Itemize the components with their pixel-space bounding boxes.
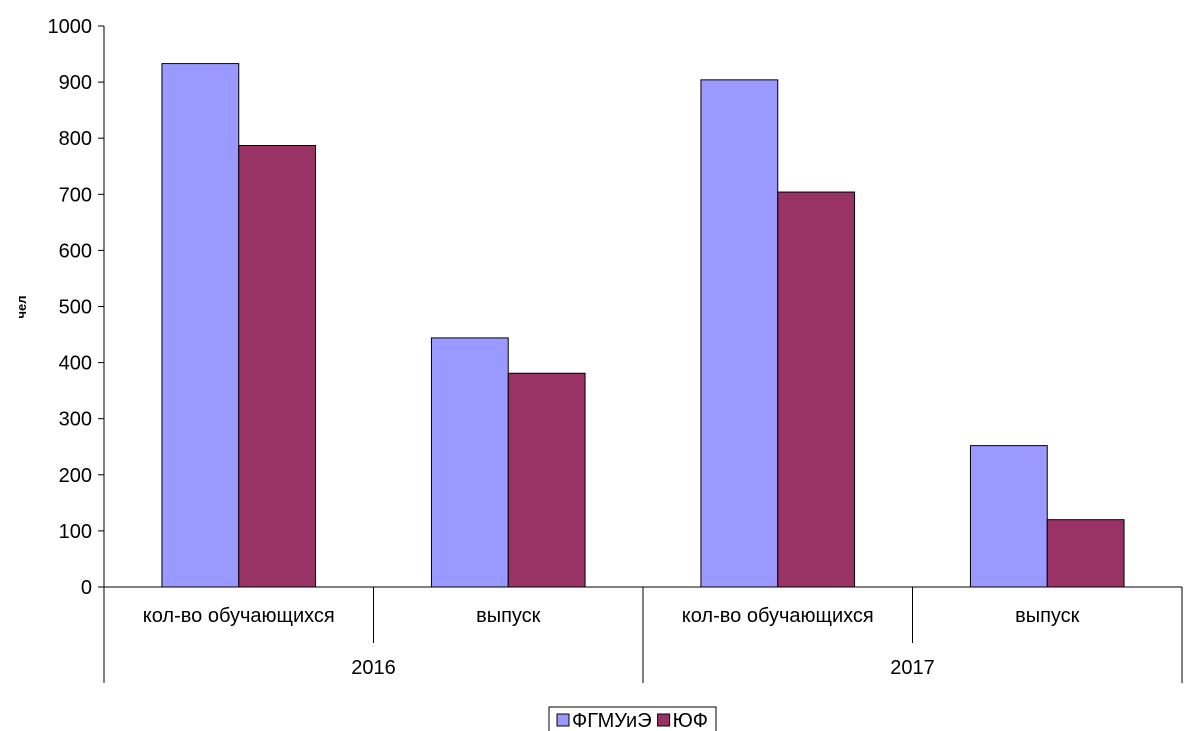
legend-swatch	[657, 713, 671, 727]
x-axis: кол-во обучающихся выпуск кол-во обучающих…	[103, 586, 1183, 683]
y-tick-label: 1000	[48, 16, 93, 38]
y-tick-label: 700	[59, 184, 92, 206]
y-tick-label: 200	[59, 465, 92, 487]
x-category-label: кол-во обучающихся	[682, 605, 874, 627]
x-category-label: выпуск	[1015, 605, 1080, 627]
y-tick-label: 0	[81, 577, 92, 599]
bar	[1046, 519, 1125, 588]
y-axis-label: чел	[14, 295, 29, 318]
legend-swatch	[556, 713, 570, 727]
bar	[238, 144, 317, 588]
legend: ФГМУиЭ ЮФ	[548, 706, 717, 731]
bar	[700, 79, 779, 588]
x-category-label: кол-во обучающихся	[143, 605, 335, 627]
y-tick-label: 100	[59, 521, 92, 543]
legend-label: ФГМУиЭ	[572, 710, 652, 731]
y-tick-label: 300	[59, 409, 92, 431]
bars	[161, 63, 1125, 588]
x-group-label: 2017	[890, 657, 935, 679]
y-tick-label: 500	[59, 297, 92, 319]
x-group-label: 2016	[351, 657, 396, 679]
y-tick-label: 600	[59, 240, 92, 262]
bar	[430, 337, 509, 588]
bar	[507, 372, 586, 588]
y-tick-label: 900	[59, 72, 92, 94]
y-tick-label: 400	[59, 353, 92, 375]
y-axis: 0 100 200 300 400 500 600 700 800 900 1000	[48, 16, 105, 599]
legend-frame	[548, 706, 717, 731]
x-category-label: выпуск	[476, 605, 541, 627]
bar	[161, 63, 240, 588]
bar	[969, 445, 1048, 588]
bar	[777, 191, 856, 588]
legend-label: ЮФ	[673, 710, 708, 731]
y-tick-label: 800	[59, 128, 92, 150]
